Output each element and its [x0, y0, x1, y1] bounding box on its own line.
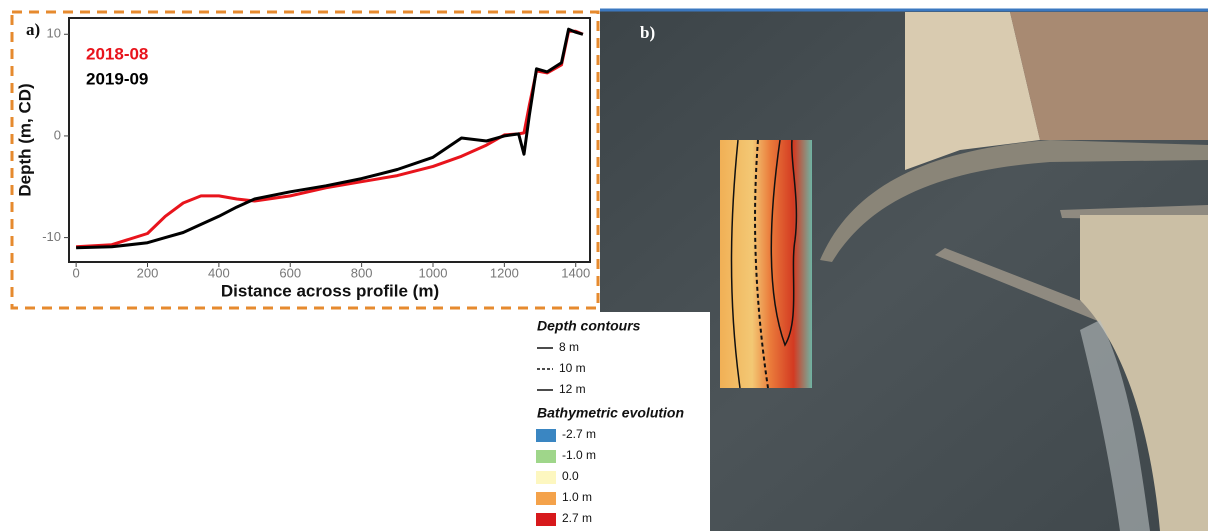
- legend-swatch: [536, 492, 556, 505]
- legend-title: Depth contours: [537, 318, 641, 334]
- panel-border: [10, 10, 600, 310]
- legend-label: 2.7 m: [562, 511, 592, 525]
- x-tick-label: 600: [279, 265, 301, 280]
- x-axis-label: Distance across profile (m): [221, 281, 439, 300]
- x-tick-label: 200: [137, 265, 159, 280]
- x-tick-label: 0: [73, 265, 80, 280]
- panel-label: a): [26, 20, 40, 39]
- legend-swatch: [536, 471, 556, 484]
- legend-label: 0.0: [562, 469, 579, 483]
- chart-panel: a) Distance across profile (m) Depth (m,…: [0, 0, 600, 310]
- x-tick-label: 400: [208, 265, 230, 280]
- plot-frame: [68, 17, 591, 263]
- x-tick-label: 1200: [490, 265, 519, 280]
- legend-swatch: [536, 429, 556, 442]
- north-jetty: [820, 140, 1208, 262]
- legend-label: -1.0 m: [562, 448, 596, 462]
- legend-label: -2.7 m: [562, 427, 596, 441]
- panel-label: b): [640, 23, 655, 42]
- legend-title: Bathymetric evolution: [537, 405, 684, 421]
- south-beach: [1080, 215, 1208, 531]
- bathymetry-patch: [720, 140, 812, 388]
- contour-line: [754, 139, 769, 389]
- south-jetty: [935, 248, 1130, 330]
- map-panel: b) Depth contours Bathymetric evolution …: [527, 8, 1208, 531]
- y-tick-label: 10: [47, 26, 61, 41]
- x-tick-label: 800: [351, 265, 373, 280]
- y-tick-label: -10: [42, 229, 61, 244]
- legend-label: 2019-09: [86, 69, 148, 88]
- contour-line: [770, 139, 798, 347]
- y-tick-label: 0: [54, 127, 61, 142]
- beach: [905, 12, 1040, 170]
- legend-label: 2018-08: [86, 44, 148, 63]
- panel-background: [0, 0, 600, 310]
- map-legend: [527, 312, 710, 531]
- series-line: [76, 27, 584, 250]
- surf: [1080, 320, 1150, 531]
- legend-items: 8 m 10 m 12 m -2.7 m -1.0 m 0.0 1.0 m 2.7 m: [536, 340, 596, 526]
- legend-label: 10 m: [559, 361, 586, 375]
- legend-swatch: [536, 450, 556, 463]
- legend-label: 12 m: [559, 382, 586, 396]
- legend-swatch: [536, 513, 556, 526]
- legend-label: 8 m: [559, 340, 579, 354]
- contour-line: [730, 139, 741, 389]
- x-tick-label: 1400: [561, 265, 590, 280]
- y-axis-label: Depth (m, CD): [15, 83, 34, 196]
- town: [1010, 12, 1208, 140]
- legend-label: 1.0 m: [562, 490, 592, 504]
- x-tick-label: 1000: [419, 265, 448, 280]
